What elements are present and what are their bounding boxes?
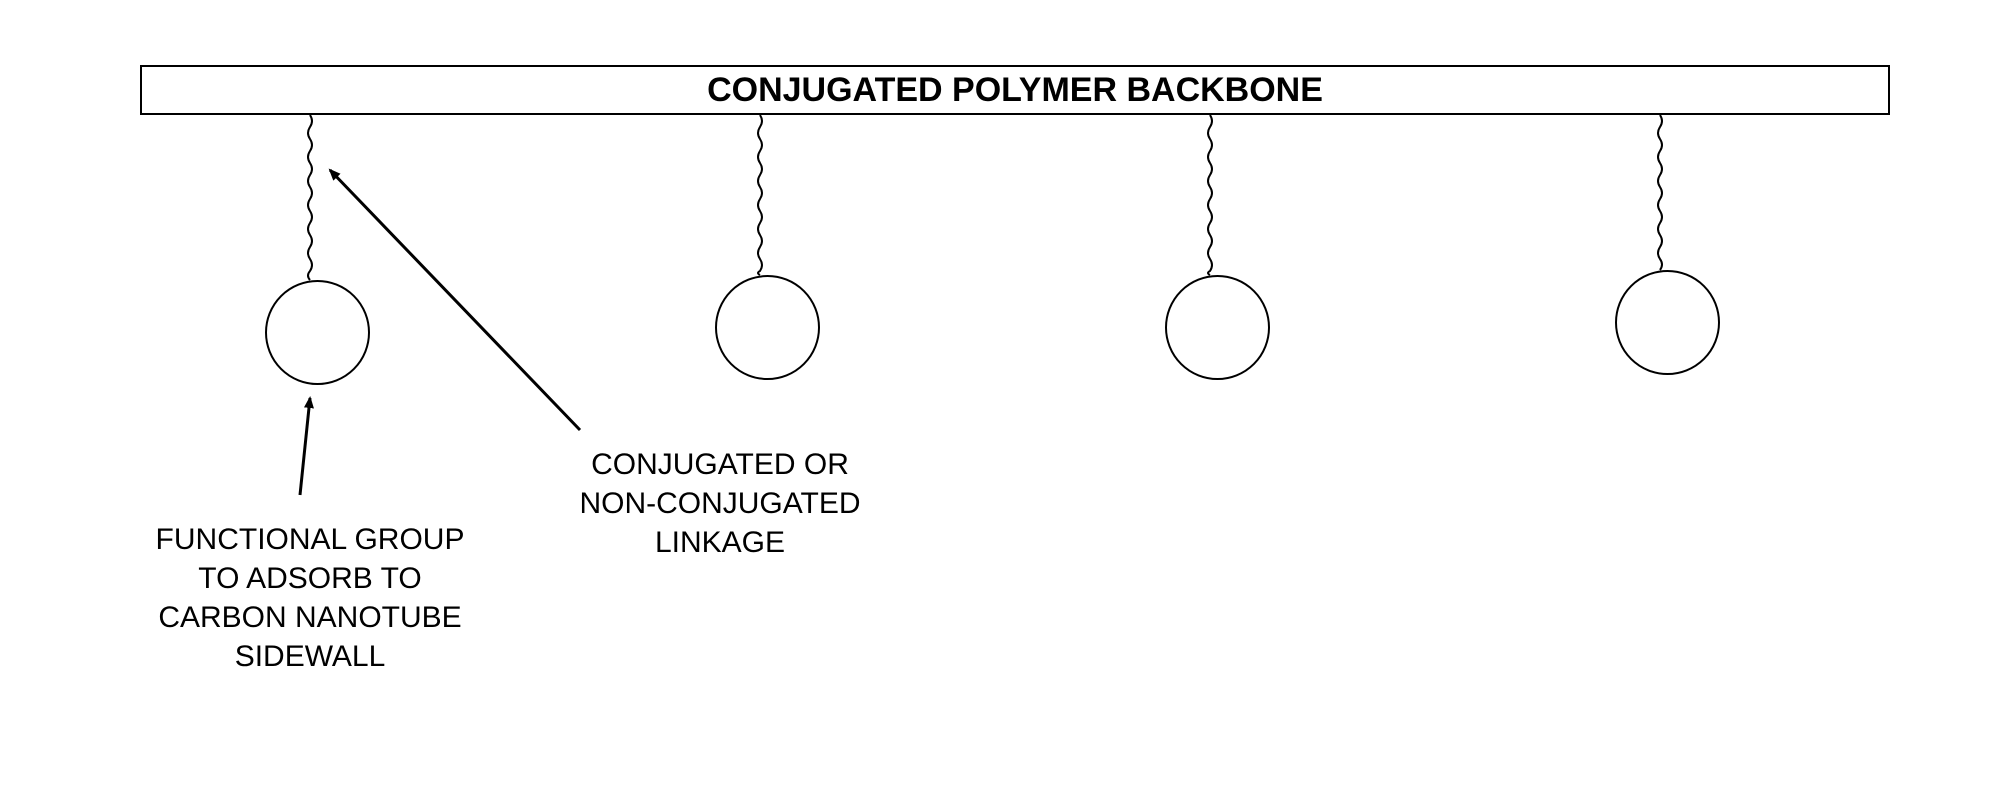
wavy-linkage	[758, 115, 762, 275]
label-line: TO ADSORB TO	[110, 559, 510, 598]
wavy-linkage	[308, 115, 312, 280]
label-line: FUNCTIONAL GROUP	[110, 520, 510, 559]
functional-group-circle	[1615, 270, 1720, 375]
label-line: LINKAGE	[540, 523, 900, 562]
functional-group-circle	[715, 275, 820, 380]
linkage-label: CONJUGATED OR NON-CONJUGATED LINKAGE	[540, 445, 900, 562]
functional-group-circle	[265, 280, 370, 385]
arrow-line	[330, 170, 580, 430]
polymer-backbone: CONJUGATED POLYMER BACKBONE	[140, 65, 1890, 115]
arrow-line	[300, 398, 310, 495]
label-line: SIDEWALL	[110, 637, 510, 676]
backbone-label: CONJUGATED POLYMER BACKBONE	[707, 71, 1323, 110]
label-line: CONJUGATED OR	[540, 445, 900, 484]
wavy-linkage	[1658, 115, 1662, 270]
functional-group-label: FUNCTIONAL GROUP TO ADSORB TO CARBON NAN…	[110, 520, 510, 676]
functional-group-circle	[1165, 275, 1270, 380]
label-line: CARBON NANOTUBE	[110, 598, 510, 637]
wavy-linkage	[1208, 115, 1212, 275]
label-line: NON-CONJUGATED	[540, 484, 900, 523]
